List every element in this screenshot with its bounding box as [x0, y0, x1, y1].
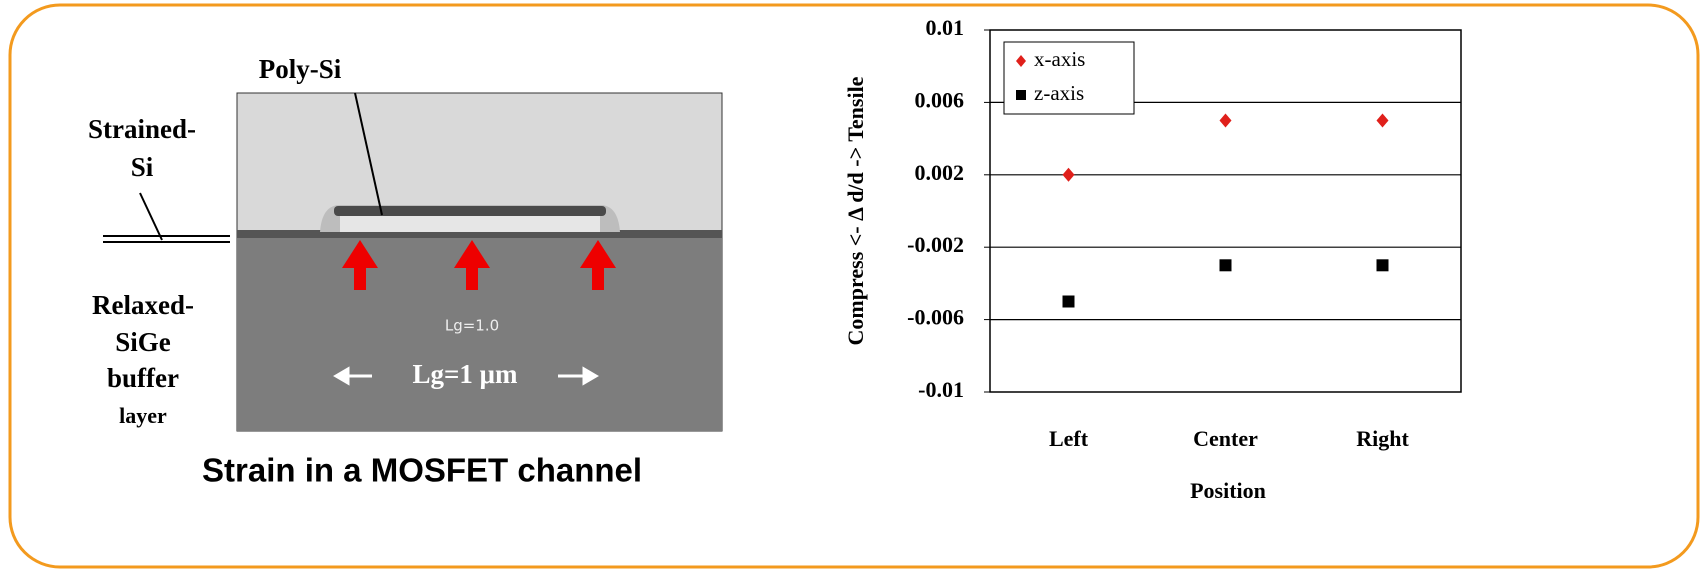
x-axis-title: Position [1190, 478, 1266, 503]
point [1377, 259, 1389, 271]
y-tick-label: -0.01 [918, 377, 964, 402]
relaxed-sige-label: buffer [107, 363, 179, 393]
strained-si-label: Strained- [88, 114, 196, 144]
relaxed-sige-label: Relaxed- [92, 290, 194, 320]
y-tick-label: 0.002 [915, 160, 965, 185]
strained-si-label: Si [131, 152, 154, 182]
y-tick-label: -0.006 [907, 305, 964, 330]
x-tick-label: Left [1049, 426, 1089, 451]
poly-si-label: Poly-Si [259, 54, 342, 84]
legend-marker [1016, 90, 1026, 100]
y-tick-label: 0.006 [915, 87, 965, 112]
relaxed-sige-label: SiGe [115, 327, 171, 357]
point [1063, 296, 1075, 308]
y-axis-title: Compress <- Δ d/d -> Tensile [843, 76, 868, 345]
caption: Strain in a MOSFET channel [202, 452, 642, 489]
legend-label: z-axis [1034, 81, 1084, 105]
x-tick-label: Right [1356, 426, 1409, 451]
slide: Poly-Si Strained- Si Relaxed- SiGe buffe… [0, 0, 1708, 573]
lg-label: Lg=1 μm [413, 359, 518, 389]
y-tick-label: -0.002 [907, 232, 964, 257]
y-tick-label: 0.01 [926, 15, 965, 40]
x-tick-label: Center [1193, 426, 1258, 451]
relaxed-sige-label: layer [119, 403, 167, 428]
legend-label: x-axis [1034, 47, 1085, 71]
point [1220, 259, 1232, 271]
lg-small-label: Lg=1.0 [445, 317, 499, 335]
